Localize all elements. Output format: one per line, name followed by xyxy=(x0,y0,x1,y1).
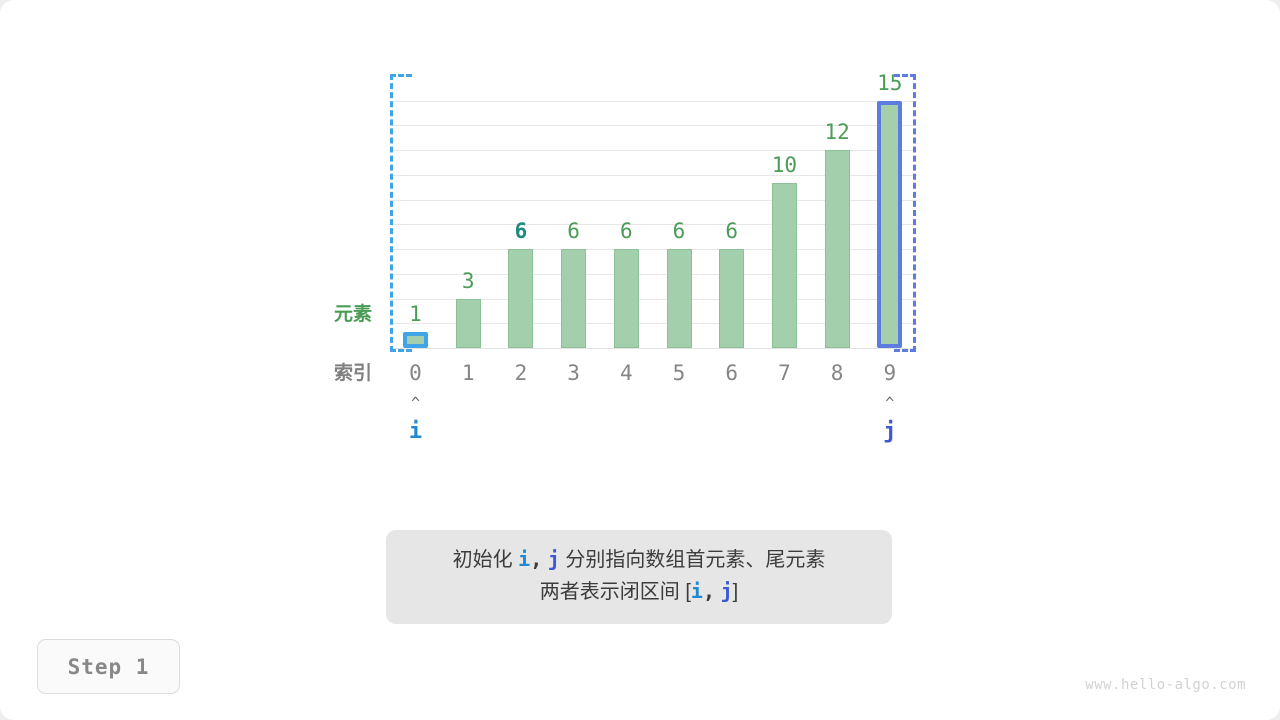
index-label: 4 xyxy=(619,361,633,385)
bracket-i-stem xyxy=(389,74,393,352)
bracket-j xyxy=(886,74,916,352)
bar-selected-j xyxy=(877,100,903,348)
plot-area xyxy=(389,76,917,349)
gridline xyxy=(389,125,917,127)
gridline xyxy=(389,323,917,325)
gridline xyxy=(389,174,917,176)
bar xyxy=(455,298,481,348)
value-label: 6 xyxy=(725,219,739,244)
caption-line2-rbracket: ] xyxy=(732,581,739,603)
index-label: 2 xyxy=(514,361,528,385)
value-label: 1 xyxy=(409,301,422,326)
caption-line2-var-i: i xyxy=(690,579,703,603)
bar xyxy=(771,183,797,348)
bar xyxy=(613,249,639,348)
bar xyxy=(824,150,850,348)
pointer-caret-j: ^ xyxy=(885,394,895,412)
value-label: 15 xyxy=(877,70,903,95)
bar-selected-i xyxy=(403,331,428,348)
value-label: 6 xyxy=(672,219,686,244)
gridline xyxy=(389,199,917,201)
bracket-i xyxy=(389,74,420,352)
gridline xyxy=(389,249,917,251)
gridline xyxy=(389,100,917,102)
bracket-j-stem xyxy=(912,74,916,352)
value-label: 6 xyxy=(619,219,633,244)
caption-box: 初始化 i, j 分别指向数组首元素、尾元素 两者表示闭区间 [i, j] xyxy=(386,530,892,624)
caption-line1-comma: , xyxy=(530,547,543,571)
caption-line-2: 两者表示闭区间 [i, j] xyxy=(386,576,892,608)
caption-line-1: 初始化 i, j 分别指向数组首元素、尾元素 xyxy=(386,544,892,576)
value-label: 10 xyxy=(771,153,798,178)
pointer-label-i: i xyxy=(408,419,423,444)
step-badge: Step 1 xyxy=(37,639,180,694)
gridline xyxy=(389,224,917,226)
index-label: 1 xyxy=(461,361,475,385)
axis-baseline xyxy=(389,348,917,349)
index-label: 8 xyxy=(830,361,844,385)
value-label: 6 xyxy=(567,219,580,244)
caption-line1-text-a: 初始化 xyxy=(452,549,513,571)
value-label: 3 xyxy=(461,268,475,293)
index-label: 3 xyxy=(567,361,580,385)
row-label-indices: 索引 xyxy=(333,363,372,384)
caption-line2-lbracket: [ xyxy=(685,581,691,603)
caption-line1-text-b: 分别指向数组首元素、尾元素 xyxy=(565,549,826,571)
bar xyxy=(561,249,587,348)
bar xyxy=(666,249,692,348)
row-label-elements: 元素 xyxy=(333,304,372,325)
bracket-j-bottom xyxy=(893,349,916,352)
bracket-i-bottom xyxy=(389,349,412,352)
pointer-label-j: j xyxy=(883,419,897,444)
bar xyxy=(719,249,745,348)
index-label: 5 xyxy=(672,361,686,385)
footer-url: www.hello-algo.com xyxy=(1085,677,1246,693)
bar xyxy=(508,249,534,348)
caption-line1-var-i: i xyxy=(518,547,531,571)
gridline xyxy=(389,273,917,275)
value-label: 12 xyxy=(824,120,850,145)
step-badge-label: Step 1 xyxy=(67,654,150,679)
index-label: 0 xyxy=(409,361,422,385)
index-label: 7 xyxy=(778,361,791,385)
caption-line2-var-j: j xyxy=(720,579,733,603)
gridline xyxy=(389,150,917,152)
bracket-j-top xyxy=(893,74,916,77)
gridline xyxy=(389,298,917,300)
index-label: 9 xyxy=(883,361,897,385)
caption-line1-var-j: j xyxy=(547,547,560,571)
index-label: 6 xyxy=(725,361,739,385)
pointer-caret-i: ^ xyxy=(410,394,421,412)
value-label: 6 xyxy=(514,219,528,244)
caption-line2-comma: , xyxy=(702,579,716,603)
caption-line2-text-a: 两者表示闭区间 xyxy=(539,581,680,603)
bracket-i-top xyxy=(389,74,412,77)
